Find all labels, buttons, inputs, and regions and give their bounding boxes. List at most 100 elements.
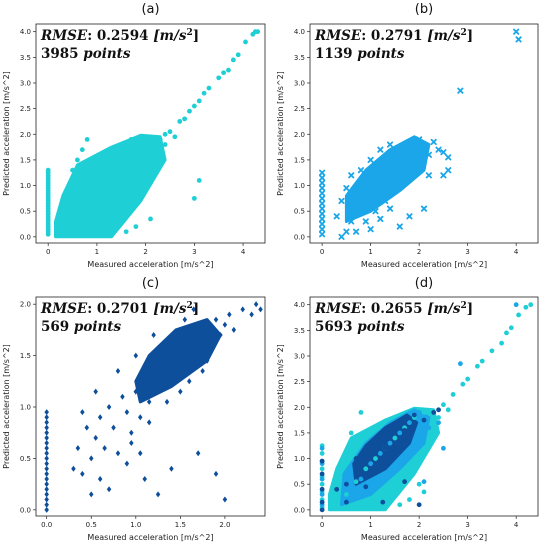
x-tick-label: 1 bbox=[368, 521, 372, 529]
data-point bbox=[319, 190, 326, 197]
x-axis-label: Measured acceleration [m/s^2] bbox=[87, 260, 213, 269]
data-point bbox=[102, 445, 107, 452]
x-tick-label: 4 bbox=[241, 248, 246, 256]
data-point bbox=[191, 337, 196, 344]
data-point bbox=[44, 465, 49, 472]
points-annotation: 569 points bbox=[41, 319, 122, 335]
y-tick-label: 0.0 bbox=[294, 506, 305, 514]
data-point bbox=[177, 119, 183, 124]
x-tick-label: 1 bbox=[368, 248, 372, 256]
x-tick-label: 3 bbox=[192, 248, 196, 256]
data-point bbox=[129, 440, 134, 446]
rmse-unit: [m/s bbox=[427, 301, 461, 317]
data-point bbox=[343, 492, 349, 497]
data-point bbox=[113, 219, 119, 224]
y-axis-label: Predicted acceleration [m/s^2] bbox=[2, 344, 11, 469]
data-point bbox=[387, 492, 393, 497]
data-point bbox=[411, 141, 418, 148]
data-point bbox=[44, 460, 49, 467]
data-point bbox=[372, 182, 379, 189]
data-point bbox=[182, 316, 188, 323]
data-point bbox=[353, 479, 359, 485]
data-point bbox=[160, 383, 165, 390]
x-tick-label: 1.5 bbox=[175, 521, 186, 529]
data-point bbox=[213, 470, 219, 477]
data-point bbox=[65, 229, 71, 235]
data-point bbox=[436, 407, 441, 413]
data-point bbox=[71, 465, 76, 472]
rmse-unit-exponent: 2 bbox=[186, 28, 192, 38]
data-point bbox=[113, 167, 119, 173]
data-point bbox=[94, 203, 100, 209]
data-point bbox=[392, 435, 398, 441]
data-point bbox=[348, 172, 355, 179]
data-point bbox=[79, 206, 85, 212]
data-point bbox=[382, 445, 388, 451]
data-point bbox=[79, 183, 85, 188]
data-point bbox=[367, 226, 374, 233]
data-point bbox=[319, 481, 325, 487]
data-point bbox=[155, 491, 161, 498]
data-point bbox=[348, 218, 355, 225]
data-point bbox=[372, 169, 379, 176]
data-point bbox=[235, 52, 241, 58]
data-point bbox=[253, 301, 259, 308]
data-point bbox=[435, 146, 442, 153]
data-point bbox=[44, 475, 49, 482]
data-point bbox=[372, 208, 379, 215]
data-point bbox=[182, 116, 188, 122]
data-point bbox=[504, 330, 509, 336]
data-point bbox=[178, 352, 183, 359]
data-point bbox=[421, 417, 427, 423]
y-tick-label: 1.5 bbox=[294, 156, 305, 164]
data-point bbox=[407, 497, 412, 502]
data-point bbox=[319, 507, 325, 513]
y-tick-label: 2.0 bbox=[20, 131, 31, 139]
data-point bbox=[123, 172, 129, 178]
data-point bbox=[164, 357, 170, 364]
data-point bbox=[196, 98, 202, 104]
data-point bbox=[397, 430, 403, 436]
data-point bbox=[44, 491, 49, 498]
data-point bbox=[80, 409, 85, 416]
data-point bbox=[373, 456, 378, 461]
y-tick-label: 4.0 bbox=[294, 28, 305, 36]
data-point bbox=[411, 167, 418, 174]
data-point bbox=[445, 167, 452, 174]
y-tick-label: 0.0 bbox=[20, 506, 31, 514]
data-point bbox=[240, 306, 245, 313]
points-annotation: 3985 points bbox=[41, 46, 131, 62]
data-point bbox=[319, 210, 326, 217]
data-point bbox=[362, 192, 369, 199]
data-point bbox=[65, 188, 71, 194]
data-point bbox=[164, 398, 170, 405]
data-point bbox=[416, 136, 423, 143]
y-tick-label: 0.5 bbox=[20, 208, 31, 216]
data-point bbox=[523, 304, 529, 310]
y-tick-label: 3.5 bbox=[294, 54, 305, 62]
data-point bbox=[84, 136, 90, 142]
data-point bbox=[218, 332, 223, 339]
data-point bbox=[363, 484, 369, 490]
data-point bbox=[352, 208, 360, 215]
data-point bbox=[392, 430, 398, 436]
data-point bbox=[397, 502, 403, 508]
data-point bbox=[44, 450, 49, 457]
data-point bbox=[363, 466, 369, 472]
data-point bbox=[377, 215, 384, 222]
data-point bbox=[191, 103, 197, 109]
rmse-unit: [m/s bbox=[427, 28, 461, 44]
data-point bbox=[104, 193, 110, 199]
x-tick-label: 0 bbox=[320, 521, 324, 529]
data-point bbox=[148, 216, 153, 222]
y-tick-label: 1.0 bbox=[294, 182, 305, 190]
data-point bbox=[106, 486, 112, 493]
data-point bbox=[227, 311, 232, 318]
data-point bbox=[402, 479, 407, 485]
data-point bbox=[44, 481, 49, 488]
plot-frame bbox=[309, 23, 539, 244]
data-point bbox=[445, 407, 451, 413]
data-point bbox=[343, 481, 349, 487]
data-point bbox=[55, 213, 61, 219]
data-point bbox=[60, 203, 66, 209]
